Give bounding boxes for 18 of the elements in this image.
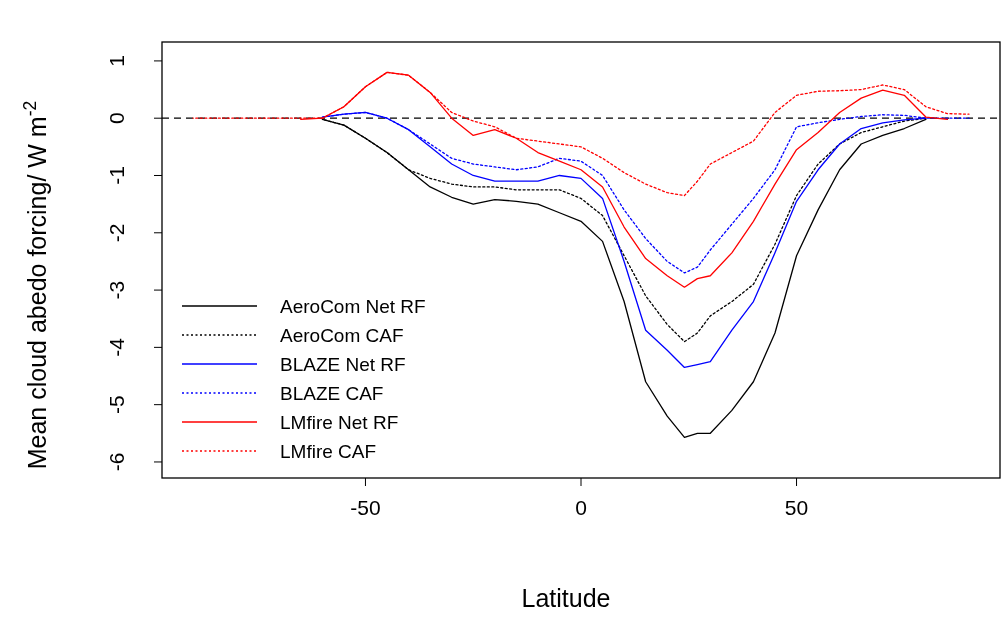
y-tick-label: -4 xyxy=(105,337,128,357)
x-tick-label: -50 xyxy=(350,496,381,519)
y-tick-label: 1 xyxy=(105,55,128,67)
y-tick-label: -5 xyxy=(105,395,128,415)
y-tick-label: -2 xyxy=(105,223,128,243)
legend-label: AeroCom CAF xyxy=(280,325,404,346)
legend-label: LMfire Net RF xyxy=(280,412,399,433)
y-tick-label: -3 xyxy=(105,280,128,300)
legend-label: AeroCom Net RF xyxy=(280,296,426,317)
x-tick-label: 0 xyxy=(575,496,587,519)
y-tick-label: -6 xyxy=(105,452,128,472)
x-axis-title: Latitude xyxy=(521,584,611,612)
x-tick-label: 50 xyxy=(784,496,809,519)
y-tick-label: -1 xyxy=(105,166,128,185)
legend-label: BLAZE Net RF xyxy=(280,354,406,375)
legend-label: BLAZE CAF xyxy=(280,383,384,404)
legend-label: LMfire CAF xyxy=(280,441,377,462)
y-tick-label: 0 xyxy=(105,112,128,125)
